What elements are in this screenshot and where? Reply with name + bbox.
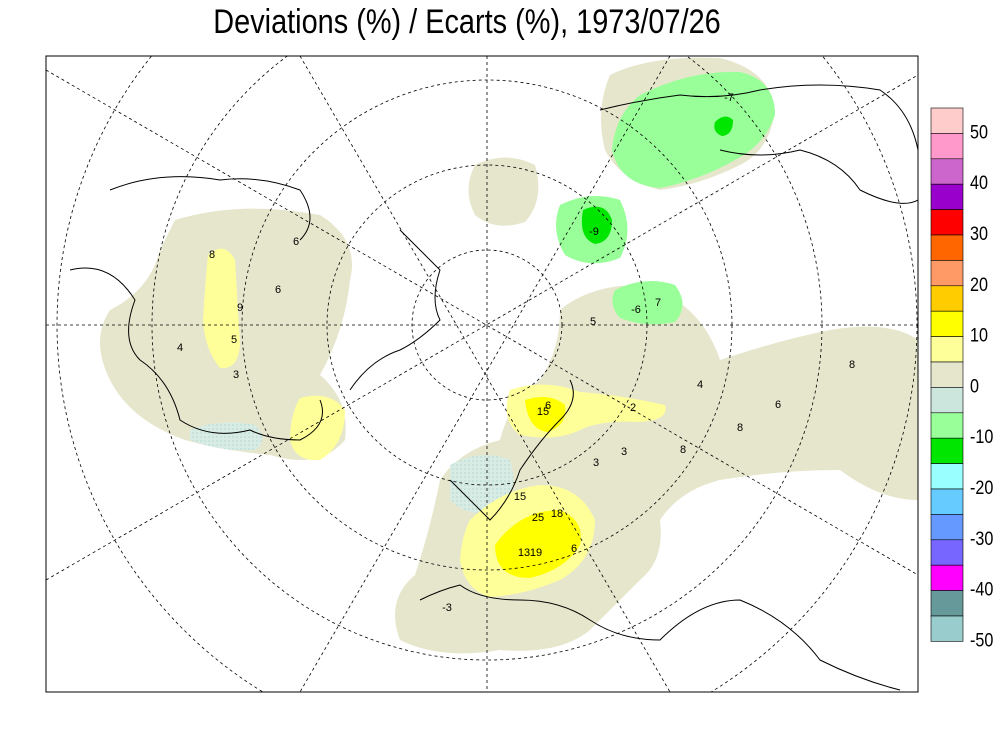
contour-label: -6 (631, 304, 641, 316)
coastline (69, 267, 323, 441)
legend-label: 30 (970, 223, 988, 245)
field-10-20-core (495, 510, 581, 578)
contour-label: 6 (571, 543, 577, 555)
coastline (599, 84, 918, 151)
contour-label: 19 (530, 547, 542, 559)
legend-label: 0 (970, 375, 979, 397)
legend-swatch (930, 133, 964, 160)
legend-swatch (930, 234, 964, 261)
contour-label: 3 (593, 457, 599, 469)
field-neg0 (190, 422, 263, 451)
legend-swatch (930, 514, 964, 541)
coastline (109, 176, 311, 241)
contour-label: 4 (697, 379, 703, 391)
legend-label: -30 (970, 528, 994, 550)
contour-label: -7 (724, 92, 734, 104)
field-10-20 (290, 395, 345, 461)
coastline (349, 229, 441, 391)
contour-label: 5 (590, 316, 596, 328)
legend-swatch (930, 590, 964, 617)
contour-label: -9 (589, 226, 599, 238)
contour-label: 5 (231, 334, 237, 346)
anomaly-fields (100, 57, 918, 654)
field-0-10 (468, 157, 539, 226)
legend-swatch (930, 361, 964, 388)
contour-label: 3 (621, 446, 627, 458)
legend-label: 10 (970, 324, 988, 346)
legend-swatch (930, 183, 964, 210)
contour-label: 13 (518, 547, 530, 559)
field-neg0 (450, 455, 514, 514)
color-legend: 50 40 30 20 10 0 -10 -20 -30 -40 -50 (930, 107, 994, 651)
contour-label: 6 (545, 400, 551, 412)
contour-label: 2 (630, 402, 636, 414)
field-neg10 (612, 71, 775, 188)
field-neg10 (612, 281, 683, 325)
legend-swatch (930, 615, 964, 642)
contour-label: 15 (514, 491, 526, 503)
legend-label: -20 (970, 477, 994, 499)
meridian (299, 56, 671, 692)
contour-label: 8 (849, 359, 855, 371)
contour-label: 6 (293, 236, 299, 248)
contour-label: 25 (532, 512, 544, 524)
legend-swatch (930, 107, 964, 134)
coastlines (69, 84, 918, 691)
coastline (419, 584, 901, 691)
legend-label: -10 (970, 426, 994, 448)
legend-swatch (930, 437, 964, 464)
coastline (719, 149, 918, 204)
legend-swatch (930, 488, 964, 515)
contour-label: 3 (233, 369, 239, 381)
legend-label: 40 (970, 172, 988, 194)
legend-swatch (930, 387, 964, 414)
legend-swatch (930, 260, 964, 287)
legend-swatch (930, 336, 964, 363)
legend-swatch (930, 539, 964, 566)
field-10-20 (203, 248, 240, 369)
map-frame (45, 55, 919, 693)
legend-label: -40 (970, 578, 994, 600)
contour-label: 4 (177, 342, 183, 354)
contour-label: 9 (237, 302, 243, 314)
contour-label: 15 (537, 406, 549, 418)
field-10-20-core (525, 396, 566, 432)
contour-label: 8 (737, 422, 743, 434)
legend-label: -50 (970, 629, 994, 651)
legend-label: 50 (970, 121, 988, 143)
coastline (449, 379, 574, 521)
legend-swatch (930, 158, 964, 185)
legend-swatch (930, 564, 964, 591)
contour-label: 6 (275, 284, 281, 296)
legend-swatch (930, 412, 964, 439)
contour-label: 18 (551, 508, 563, 520)
contour-label: 8 (680, 444, 686, 456)
legend-swatch (930, 310, 964, 337)
legend-label: 20 (970, 274, 988, 296)
contour-label: 7 (655, 297, 661, 309)
field-neg10-core (581, 206, 612, 244)
contour-label: -3 (442, 602, 452, 614)
contour-label: 6 (775, 399, 781, 411)
field-neg10-core (714, 116, 733, 136)
title: Deviations (%) / Ecarts (%), 1973/07/26 (213, 2, 720, 41)
contour-label: 8 (209, 249, 215, 261)
legend-swatch (930, 463, 964, 490)
legend-swatch (930, 209, 964, 236)
legend-swatch (930, 285, 964, 312)
graticule (46, 56, 918, 692)
